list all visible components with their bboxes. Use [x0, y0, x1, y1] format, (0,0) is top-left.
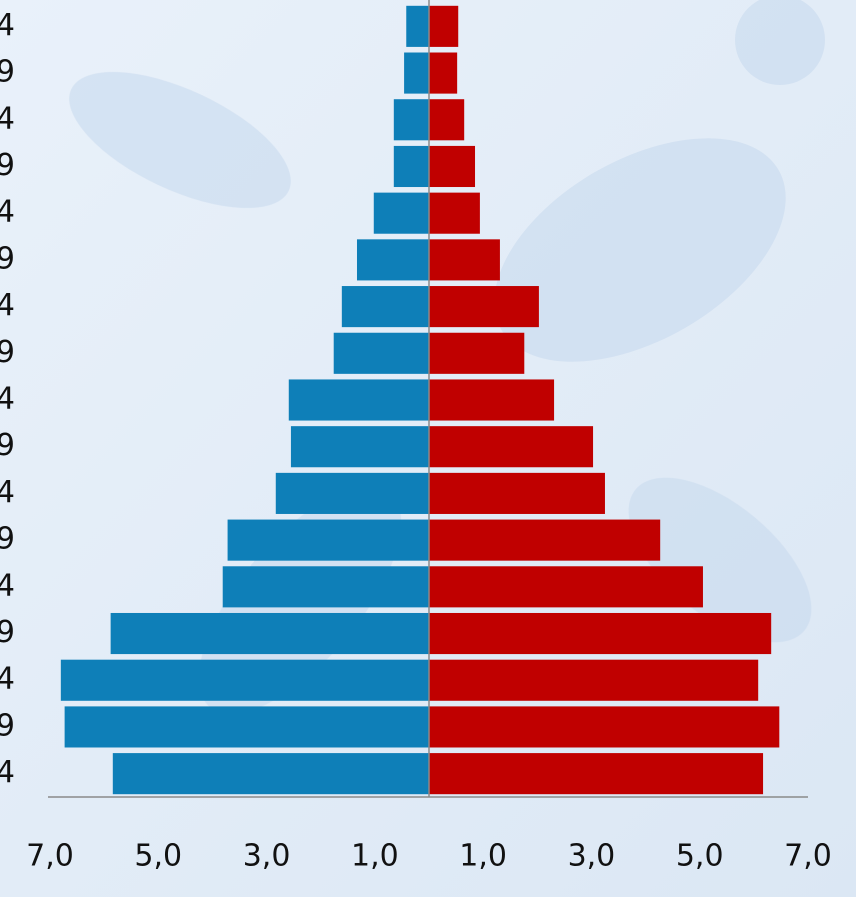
bar: [110, 612, 429, 655]
bar: [429, 99, 465, 141]
bar: [275, 472, 429, 514]
bar: [60, 659, 429, 701]
bar: [288, 379, 429, 421]
y-tick-label: 9: [0, 148, 15, 183]
bar: [356, 239, 429, 281]
y-tick-label: 9: [0, 55, 15, 90]
bar: [429, 5, 459, 47]
bar: [429, 706, 780, 748]
y-tick-label: 4: [0, 288, 15, 323]
x-tick-label: 7,0: [784, 839, 832, 874]
bar: [64, 706, 430, 748]
bar: [429, 145, 476, 188]
bar: [393, 145, 429, 188]
x-tick-label: 5,0: [676, 839, 724, 874]
bar: [429, 379, 555, 421]
x-tick-label: 5,0: [134, 839, 182, 874]
bar: [429, 192, 480, 234]
y-tick-label: 9: [0, 708, 15, 743]
x-tick-label: 7,0: [26, 839, 74, 874]
bar: [429, 52, 458, 94]
bar: [290, 426, 429, 468]
y-tick-label: 4: [0, 8, 15, 43]
y-tick-label: 4: [0, 662, 15, 697]
y-tick-label: 4: [0, 568, 15, 603]
bar: [429, 753, 764, 795]
bar: [222, 566, 429, 608]
y-tick-label: 4: [0, 755, 15, 790]
bar: [429, 472, 605, 514]
bar: [429, 566, 703, 608]
y-tick-label: 4: [0, 101, 15, 136]
bar: [429, 612, 772, 655]
y-tick-label: 9: [0, 335, 15, 370]
bar: [429, 332, 525, 374]
y-tick-label: 4: [0, 382, 15, 417]
bar: [404, 52, 429, 94]
bar: [406, 5, 429, 47]
y-tick-label: 9: [0, 615, 15, 650]
bar: [341, 286, 429, 328]
y-tick-label: 9: [0, 428, 15, 463]
bar: [112, 753, 429, 795]
bar: [429, 519, 661, 561]
bar: [429, 659, 759, 701]
bar: [227, 519, 429, 561]
x-tick-label: 1,0: [459, 839, 507, 874]
y-tick-label: 9: [0, 241, 15, 276]
bar: [333, 332, 429, 374]
x-tick-label: 3,0: [568, 839, 616, 874]
x-tick-label: 1,0: [351, 839, 399, 874]
y-tick-label: 4: [0, 195, 15, 230]
y-tick-label: 9: [0, 522, 15, 557]
bar: [429, 239, 500, 281]
y-tick-label: 4: [0, 475, 15, 510]
bar: [429, 426, 594, 468]
bar: [373, 192, 429, 234]
bar: [393, 99, 429, 141]
bar: [429, 286, 539, 328]
x-tick-label: 3,0: [243, 839, 291, 874]
